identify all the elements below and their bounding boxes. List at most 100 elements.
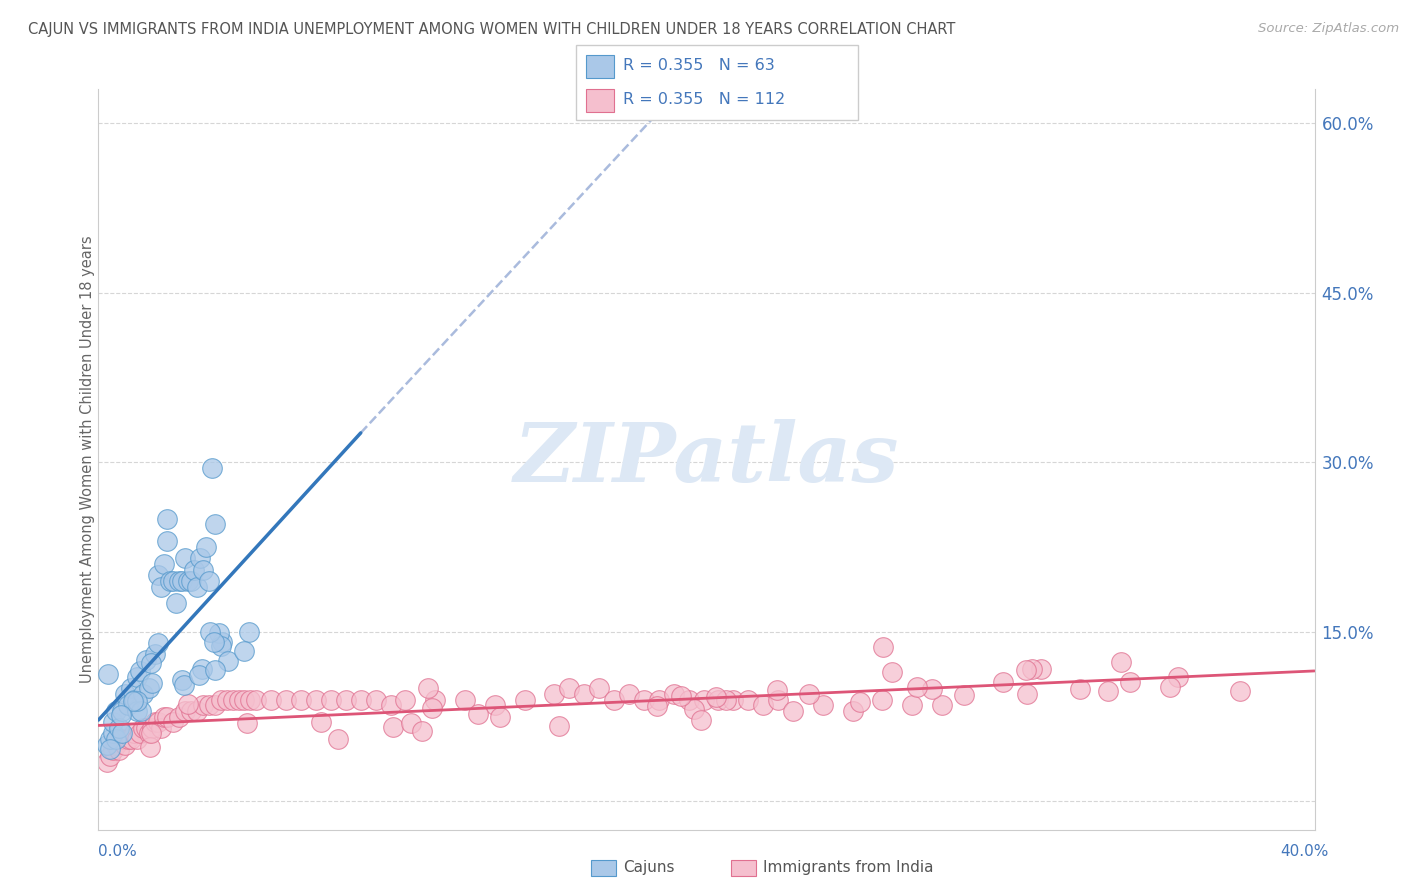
Point [111, 726, 134, 740]
Point [782, 704, 804, 718]
Point [186, 580, 208, 594]
Point [239, 692, 262, 706]
Point [364, 692, 387, 706]
Point [617, 687, 640, 701]
Point [156, 534, 179, 549]
Text: ZIPatlas: ZIPatlas [513, 419, 900, 500]
Point [103, 726, 125, 740]
Point [221, 692, 243, 706]
Point [425, 692, 447, 706]
Point [103, 715, 125, 730]
Point [872, 692, 894, 706]
Point [1229, 683, 1251, 698]
Point [135, 653, 157, 667]
Point [991, 674, 1014, 689]
Point [1159, 680, 1181, 694]
Point [211, 635, 233, 649]
Point [129, 726, 152, 740]
Point [180, 574, 202, 588]
Point [100, 741, 122, 756]
Point [707, 692, 730, 706]
Point [350, 692, 373, 706]
Point [111, 704, 134, 718]
Point [953, 689, 976, 703]
Point [880, 665, 903, 679]
Point [187, 667, 209, 681]
Point [245, 692, 267, 706]
Point [692, 692, 714, 706]
Point [907, 681, 929, 695]
Point [467, 706, 489, 721]
Point [191, 563, 214, 577]
Point [394, 692, 416, 706]
Point [162, 574, 184, 588]
Point [141, 675, 163, 690]
Text: 0.0%: 0.0% [98, 845, 138, 859]
Point [669, 689, 692, 703]
Point [197, 698, 219, 713]
Point [678, 692, 700, 706]
Point [811, 698, 834, 713]
Point [215, 692, 238, 706]
Point [194, 540, 217, 554]
Point [127, 732, 149, 747]
Point [177, 574, 200, 588]
Point [139, 739, 162, 754]
Point [633, 692, 655, 706]
Point [138, 681, 160, 696]
Point [162, 715, 184, 730]
Point [420, 700, 443, 714]
Point [841, 704, 863, 718]
Point [290, 692, 312, 706]
Point [1119, 675, 1142, 690]
Point [156, 709, 179, 723]
Point [704, 690, 727, 705]
Point [198, 624, 221, 639]
Point [411, 724, 433, 739]
Point [170, 673, 193, 687]
Point [603, 692, 626, 706]
Point [129, 705, 152, 719]
Point [648, 692, 671, 706]
Point [489, 710, 512, 724]
Point [127, 670, 149, 684]
Point [588, 681, 610, 696]
Point [186, 704, 208, 718]
Point [1069, 682, 1091, 697]
Point [381, 720, 404, 734]
Point [238, 624, 260, 639]
Point [209, 639, 232, 653]
Point [921, 682, 943, 697]
Point [129, 665, 152, 679]
Point [110, 708, 132, 723]
Point [167, 574, 190, 588]
Point [233, 644, 256, 658]
Point [574, 687, 596, 701]
Point [150, 580, 173, 594]
Point [204, 517, 226, 532]
Point [165, 597, 187, 611]
Text: 40.0%: 40.0% [1281, 845, 1329, 859]
Point [1021, 662, 1043, 676]
Point [218, 654, 240, 668]
Point [1097, 684, 1119, 698]
Point [1167, 670, 1189, 684]
Point [117, 732, 139, 747]
Point [872, 640, 894, 654]
Point [1015, 663, 1038, 677]
Point [139, 657, 162, 671]
Point [159, 574, 181, 588]
Point [191, 698, 214, 713]
Text: R = 0.355   N = 63: R = 0.355 N = 63 [623, 58, 775, 72]
Point [319, 692, 342, 706]
Point [235, 716, 257, 731]
Text: Cajuns: Cajuns [623, 861, 675, 875]
Point [305, 692, 328, 706]
Point [547, 719, 569, 733]
Point [714, 693, 737, 707]
Point [209, 692, 232, 706]
Point [114, 738, 136, 752]
Point [176, 697, 198, 711]
Point [173, 551, 195, 566]
Point [484, 698, 506, 713]
